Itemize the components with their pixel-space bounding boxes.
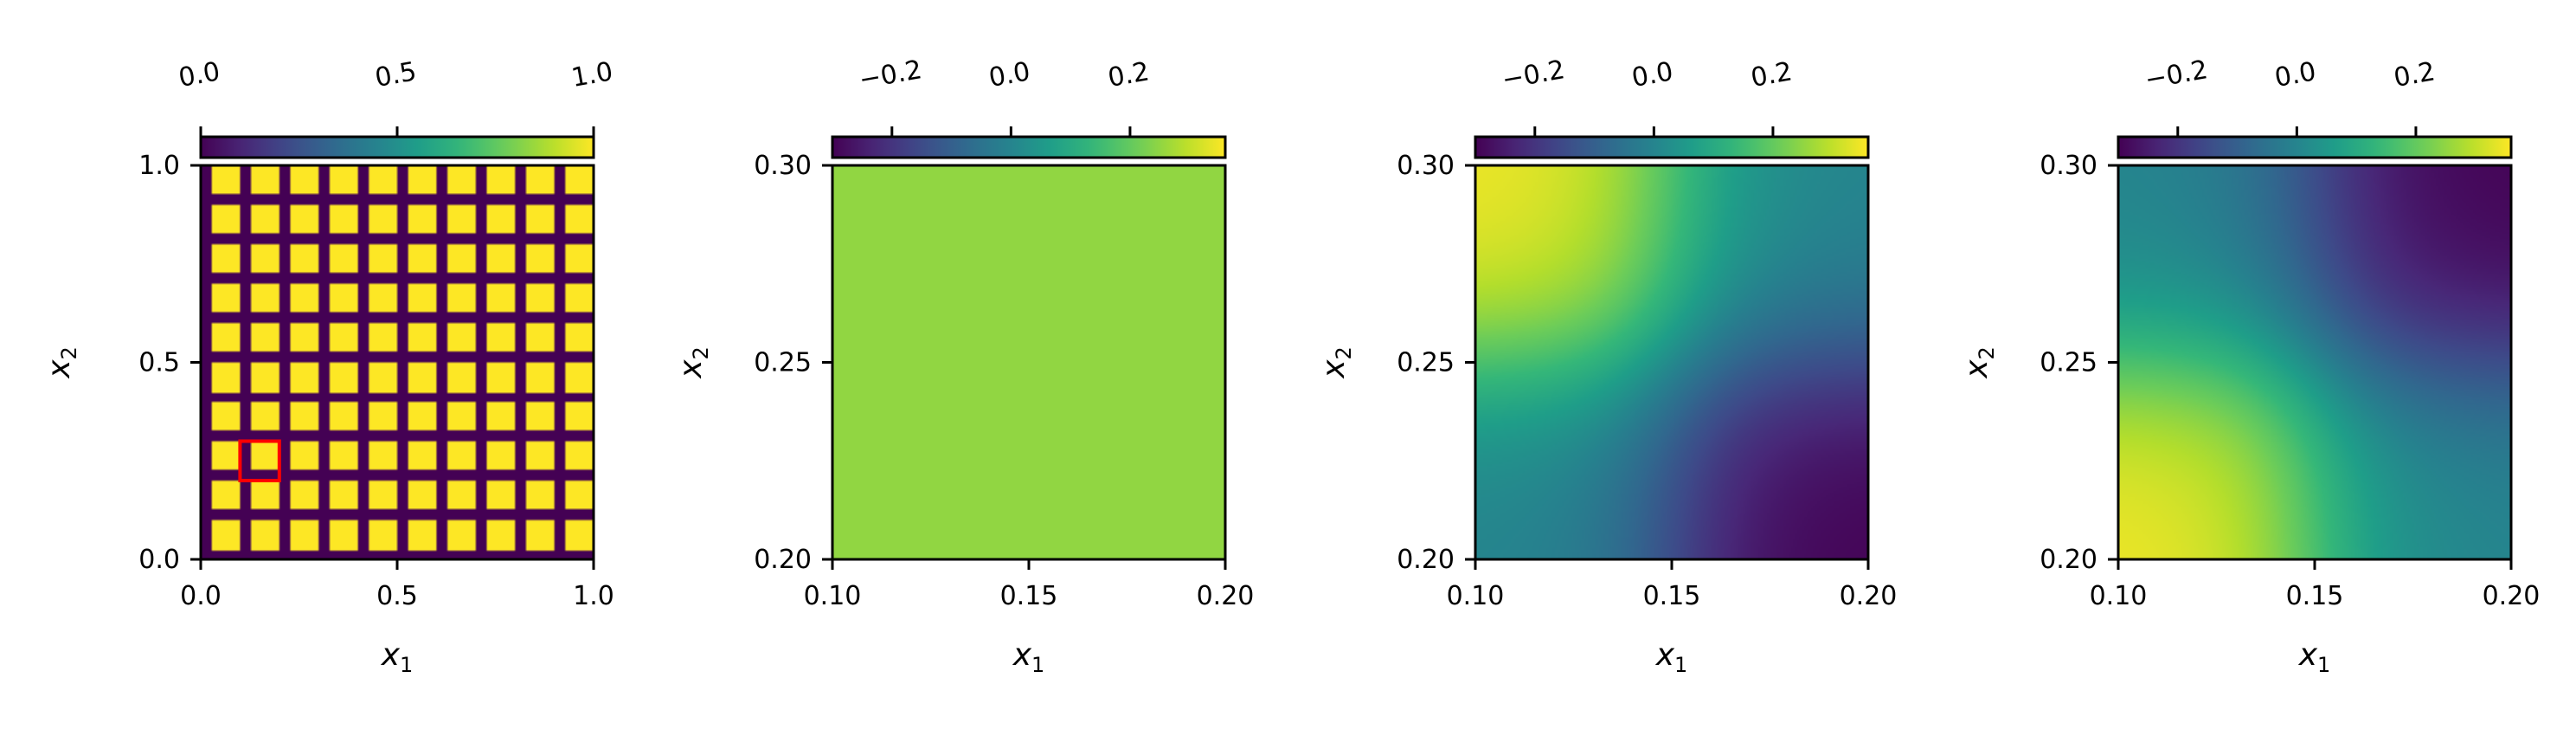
- zoom-region-box: [238, 439, 281, 482]
- colorbar-tick-label: 0.2: [1106, 56, 1152, 94]
- colorbar: [1474, 135, 1870, 159]
- x-tick-label: 0.20: [1840, 581, 1898, 611]
- colorbar-tick-label: 1.0: [569, 56, 615, 94]
- y-tick-label: 1.0: [138, 151, 180, 181]
- x-tick-label: 0.20: [1197, 581, 1255, 611]
- x-tick-label: 0.15: [1000, 581, 1058, 611]
- colorbar-tick-label: 0.5: [373, 56, 419, 94]
- heatmap-image: [832, 165, 1225, 559]
- y-tick-label: 0.20: [754, 545, 812, 575]
- heatmap-image: [1475, 165, 1868, 559]
- y-tick-label: 0.25: [2040, 348, 2097, 378]
- y-tick-label: 0.30: [754, 151, 812, 181]
- y-tick-label: 0.20: [1397, 545, 1455, 575]
- x-tick-label: 0.20: [2483, 581, 2541, 611]
- y-tick-label: 0.0: [138, 545, 180, 575]
- colorbar: [831, 135, 1227, 159]
- colorbar: [199, 135, 595, 159]
- x-tick-label: 0.15: [1643, 581, 1701, 611]
- y-axis-label: x2: [1316, 346, 1356, 379]
- x-tick-label: 0.10: [1447, 581, 1505, 611]
- y-tick-label: 0.25: [754, 348, 812, 378]
- x-tick-label: 0.0: [180, 581, 222, 611]
- y-tick-label: 0.5: [138, 348, 180, 378]
- x-tick-label: 1.0: [573, 581, 614, 611]
- y-tick-label: 0.20: [2040, 545, 2097, 575]
- colorbar-tick-label: 0.0: [2272, 56, 2318, 94]
- x-tick-label: 0.10: [2090, 581, 2148, 611]
- x-tick-label: 0.10: [804, 581, 862, 611]
- heatmap-image: [201, 165, 594, 559]
- x-axis-label: x1: [1655, 637, 1688, 677]
- x-tick-label: 0.15: [2286, 581, 2344, 611]
- colorbar-tick-label: 0.2: [1749, 56, 1795, 94]
- colorbar-tick-label: 0.0: [986, 56, 1032, 94]
- colorbar-tick-label: 0.0: [1629, 56, 1675, 94]
- heatmap-image: [2118, 165, 2511, 559]
- y-tick-label: 0.30: [2040, 151, 2097, 181]
- y-tick-label: 0.25: [1397, 348, 1455, 378]
- colorbar-tick-label: 0.2: [2392, 56, 2438, 94]
- colorbar-tick-label: 0.0: [177, 56, 222, 94]
- colorbar: [2117, 135, 2513, 159]
- y-tick-label: 0.30: [1397, 151, 1455, 181]
- y-axis-label: x2: [673, 346, 713, 379]
- x-tick-label: 0.5: [376, 581, 418, 611]
